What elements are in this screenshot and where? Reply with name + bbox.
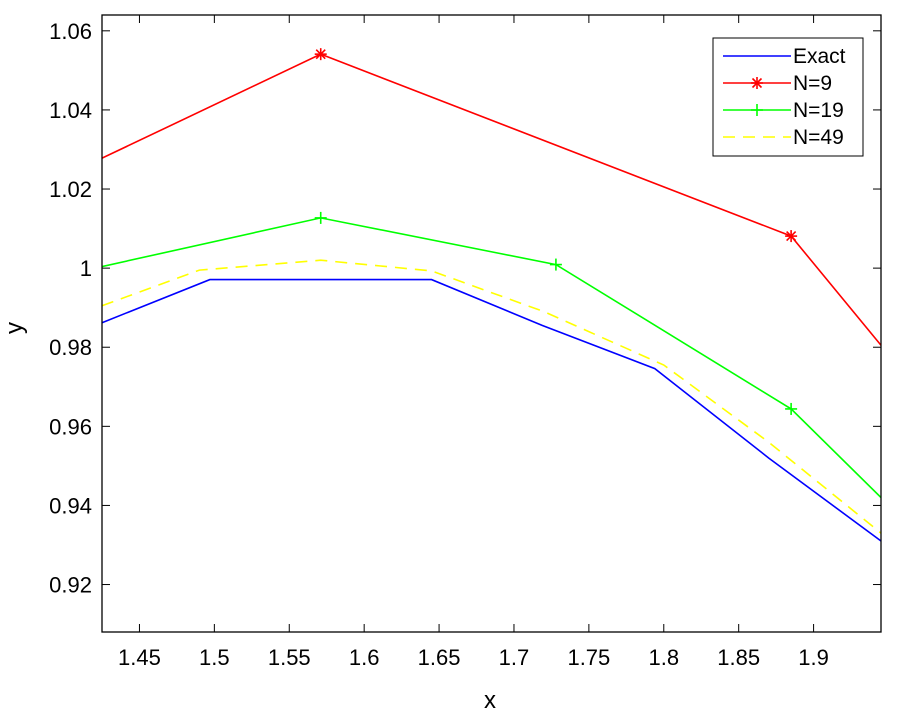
y-tick-label: 0.94 <box>49 493 92 518</box>
axes-box <box>101 14 882 633</box>
x-tick-label: 1.9 <box>798 645 829 670</box>
y-axis-label: y <box>1 322 28 334</box>
legend-entry-n-9-marker <box>751 77 763 89</box>
x-tick-label: 1.6 <box>349 645 380 670</box>
y-tick-label: 1.02 <box>49 177 92 202</box>
series-n-19-marker <box>549 258 562 271</box>
y-tick-label: 0.92 <box>49 573 92 598</box>
series-n-49-line <box>102 259 881 534</box>
x-tick-label: 1.5 <box>199 645 230 670</box>
x-tick-label: 1.65 <box>418 645 461 670</box>
legend-entry-n-9-marker-d2 <box>751 77 763 89</box>
y-tick-label: 1.04 <box>49 98 92 123</box>
legend-entry-n-19: N=19 <box>723 99 844 122</box>
series-n-19-marker <box>314 211 327 224</box>
series-n-9-marker-d2 <box>786 231 797 242</box>
x-tick-label: 1.45 <box>118 645 161 670</box>
series-layer <box>102 48 881 542</box>
x-tick-label: 1.85 <box>717 645 760 670</box>
series-exact-line <box>102 278 881 542</box>
x-tick-label: 1.75 <box>567 645 610 670</box>
y-tick-label: 0.96 <box>49 414 92 439</box>
series-n-19-marker <box>785 402 798 415</box>
series-n-9-marker <box>785 230 798 243</box>
x-tick-label: 1.55 <box>268 645 311 670</box>
legend-entry-n-9: N=9 <box>723 72 832 95</box>
x-axis-label: x <box>484 687 496 714</box>
series-n-9-marker-d2 <box>315 49 326 60</box>
legend: Exact N=9 N=19 N=49 <box>712 37 864 157</box>
legend-entry-n-49: N=49 <box>723 126 844 149</box>
legend-entry-n-9-label: N=9 <box>793 72 832 95</box>
y-tick-label: 0.98 <box>49 335 92 360</box>
legend-entry-n-19-marker <box>751 104 763 116</box>
y-tick-label: 1 <box>80 256 92 281</box>
legend-entry-exact-label: Exact <box>793 45 846 68</box>
x-tick-label: 1.8 <box>648 645 679 670</box>
axes-layer: 1.45 1.5 1.55 1.6 1.65 1.7 1.75 1.8 1.85 1.9 0.92 0… <box>49 14 882 670</box>
legend-entry-n-49-label: N=49 <box>793 126 844 149</box>
legend-entry-n-19-label: N=19 <box>793 99 844 122</box>
y-tick-label: 1.06 <box>49 19 92 44</box>
legend-entry-exact: Exact <box>723 45 846 68</box>
series-n-9-line <box>102 53 881 346</box>
x-tick-label: 1.7 <box>499 645 530 670</box>
series-n-9-marker <box>314 48 327 61</box>
